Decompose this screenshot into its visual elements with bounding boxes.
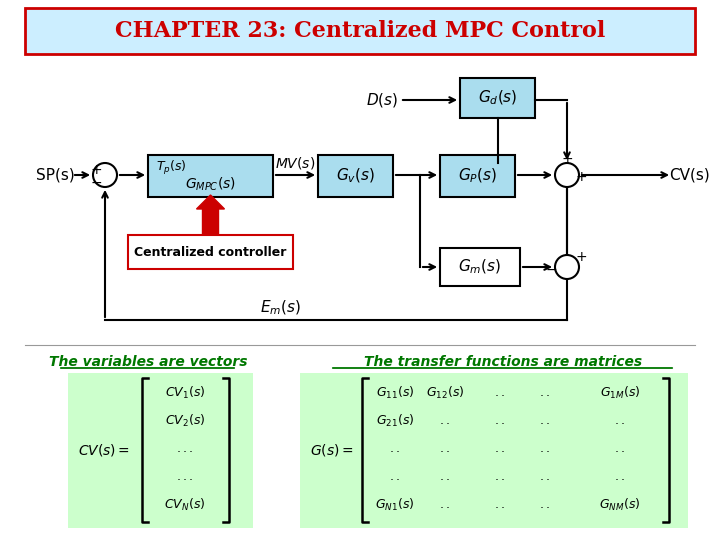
- Bar: [440, 248, 520, 286]
- Text: $G_{11}(s)$: $G_{11}(s)$: [376, 385, 414, 401]
- Text: $CV_N(s)$: $CV_N(s)$: [164, 497, 206, 513]
- Text: $-$: $-$: [545, 262, 557, 276]
- Text: $CV(s)=$: $CV(s)=$: [78, 442, 130, 458]
- Text: $CV_1(s)$: $CV_1(s)$: [165, 385, 205, 401]
- Text: +: +: [575, 250, 587, 264]
- Text: $..$: $..$: [439, 415, 451, 428]
- Text: $..$: $..$: [539, 415, 551, 428]
- Text: $..$: $..$: [539, 442, 551, 456]
- Bar: [25, 8, 695, 54]
- Text: $G_m(s)$: $G_m(s)$: [459, 258, 502, 276]
- Text: SP(s): SP(s): [35, 167, 74, 183]
- Bar: [128, 235, 293, 269]
- FancyArrow shape: [197, 195, 225, 235]
- Text: $..$: $..$: [439, 442, 451, 456]
- Text: Centralized controller: Centralized controller: [135, 246, 287, 259]
- Text: $..$: $..$: [614, 442, 626, 456]
- Text: +: +: [561, 152, 573, 166]
- Text: $..$: $..$: [495, 415, 505, 428]
- Text: $G_d(s)$: $G_d(s)$: [478, 89, 517, 107]
- Text: $G_{N1}(s)$: $G_{N1}(s)$: [375, 497, 415, 513]
- Bar: [148, 155, 273, 197]
- Text: $G_{21}(s)$: $G_{21}(s)$: [376, 413, 414, 429]
- Text: $..$: $..$: [495, 442, 505, 456]
- Text: CHAPTER 23: Centralized MPC Control: CHAPTER 23: Centralized MPC Control: [115, 20, 605, 42]
- Bar: [460, 78, 535, 118]
- Text: $..$: $..$: [495, 470, 505, 483]
- Text: $MV(s)$: $MV(s)$: [275, 155, 315, 171]
- Bar: [300, 373, 688, 528]
- Text: $T_p(s)$: $T_p(s)$: [156, 159, 186, 177]
- Circle shape: [555, 163, 579, 187]
- Circle shape: [93, 163, 117, 187]
- Circle shape: [555, 255, 579, 279]
- Text: $...$: $...$: [176, 470, 194, 483]
- Text: $G_{1M}(s)$: $G_{1M}(s)$: [600, 385, 640, 401]
- Text: $G_P(s)$: $G_P(s)$: [458, 167, 497, 185]
- Bar: [440, 155, 515, 197]
- Text: $D(s)$: $D(s)$: [366, 91, 398, 109]
- Text: $..$: $..$: [439, 498, 451, 511]
- Text: $...$: $...$: [176, 442, 194, 456]
- Text: The transfer functions are matrices: The transfer functions are matrices: [364, 355, 642, 369]
- Text: $..$: $..$: [539, 470, 551, 483]
- Text: $..$: $..$: [390, 442, 400, 456]
- Text: $G(s)=$: $G(s)=$: [310, 442, 354, 458]
- Text: $..$: $..$: [439, 470, 451, 483]
- Text: The variables are vectors: The variables are vectors: [49, 355, 247, 369]
- Text: $..$: $..$: [539, 387, 551, 400]
- Text: $..$: $..$: [390, 470, 400, 483]
- Text: $..$: $..$: [495, 498, 505, 511]
- Bar: [318, 155, 393, 197]
- Text: $..$: $..$: [614, 415, 626, 428]
- Text: $G_{MPC}(s)$: $G_{MPC}(s)$: [185, 176, 236, 193]
- Text: $G_{12}(s)$: $G_{12}(s)$: [426, 385, 464, 401]
- Bar: [68, 373, 253, 528]
- Text: $..$: $..$: [495, 387, 505, 400]
- Text: CV(s): CV(s): [670, 167, 711, 183]
- Text: $-$: $-$: [90, 175, 102, 189]
- Text: +: +: [575, 170, 587, 184]
- Text: $..$: $..$: [539, 498, 551, 511]
- Text: $G_v(s)$: $G_v(s)$: [336, 167, 375, 185]
- Text: $..$: $..$: [614, 470, 626, 483]
- Text: $CV_2(s)$: $CV_2(s)$: [165, 413, 205, 429]
- Text: $G_{NM}(s)$: $G_{NM}(s)$: [599, 497, 641, 513]
- Text: +: +: [90, 163, 102, 177]
- Text: $E_m(s)$: $E_m(s)$: [259, 299, 300, 317]
